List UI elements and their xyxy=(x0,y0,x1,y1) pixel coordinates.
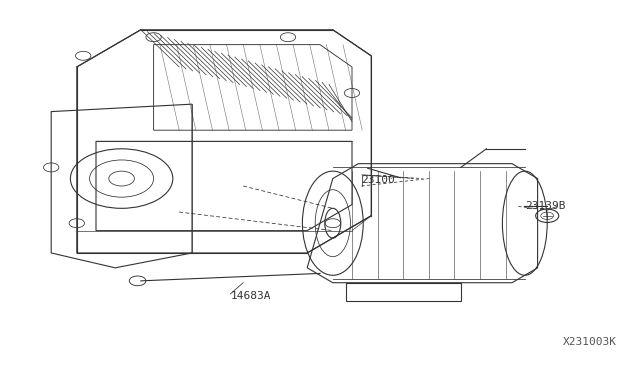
Text: 23139B: 23139B xyxy=(525,202,565,211)
Text: X231003K: X231003K xyxy=(563,337,617,347)
Text: 14683A: 14683A xyxy=(230,291,271,301)
Text: 23100: 23100 xyxy=(362,176,396,185)
